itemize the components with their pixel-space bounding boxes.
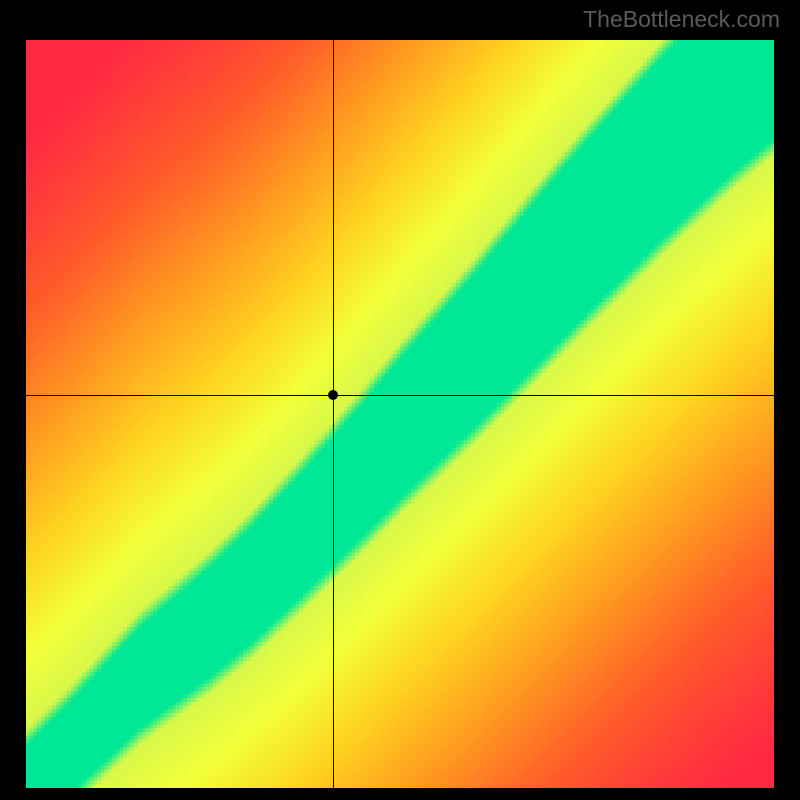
crosshair-horizontal: [26, 395, 774, 396]
crosshair-marker: [328, 390, 338, 400]
plot-area: [26, 40, 774, 788]
watermark-text: TheBottleneck.com: [583, 6, 780, 33]
figure-container: TheBottleneck.com: [0, 0, 800, 800]
heatmap-canvas: [26, 40, 774, 788]
crosshair-vertical: [333, 40, 334, 788]
